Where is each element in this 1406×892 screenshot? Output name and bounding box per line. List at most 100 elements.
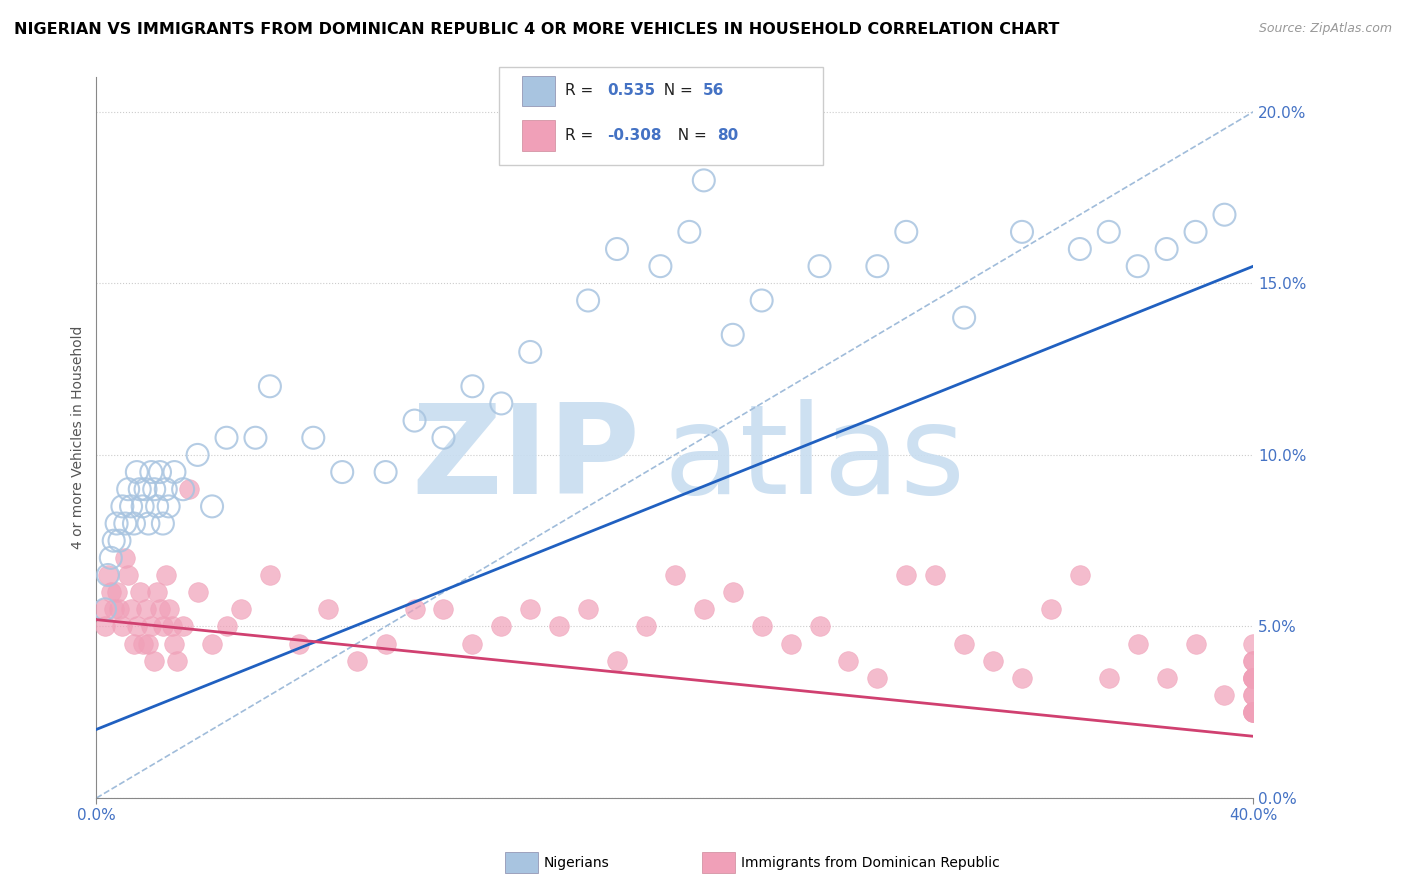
- Point: [866, 671, 889, 685]
- Point: [128, 585, 150, 599]
- Point: [141, 619, 163, 633]
- Point: [837, 654, 859, 668]
- Point: [548, 619, 571, 633]
- Point: [114, 516, 136, 531]
- Point: [149, 465, 172, 479]
- Point: [1213, 208, 1236, 222]
- Text: ZIP: ZIP: [412, 399, 640, 520]
- Point: [259, 568, 281, 582]
- Point: [1184, 225, 1206, 239]
- Point: [953, 310, 976, 325]
- Point: [693, 173, 716, 187]
- Point: [576, 602, 599, 616]
- Point: [215, 619, 238, 633]
- Text: N =: N =: [668, 128, 711, 143]
- Text: 0.535: 0.535: [607, 84, 655, 98]
- Text: Immigrants from Dominican Republic: Immigrants from Dominican Republic: [741, 855, 1000, 870]
- Point: [100, 585, 122, 599]
- Point: [97, 568, 120, 582]
- Point: [866, 259, 889, 273]
- Point: [606, 654, 628, 668]
- Point: [146, 585, 169, 599]
- Point: [432, 602, 454, 616]
- Point: [149, 602, 172, 616]
- Point: [1241, 706, 1264, 720]
- Point: [111, 500, 134, 514]
- Point: [896, 568, 918, 582]
- Point: [779, 637, 801, 651]
- Point: [245, 431, 267, 445]
- Point: [1241, 671, 1264, 685]
- Point: [114, 550, 136, 565]
- Point: [138, 516, 160, 531]
- Point: [229, 602, 252, 616]
- Point: [122, 637, 145, 651]
- Point: [374, 637, 396, 651]
- Y-axis label: 4 or more Vehicles in Household: 4 or more Vehicles in Household: [72, 326, 86, 549]
- Point: [1241, 654, 1264, 668]
- Point: [117, 568, 139, 582]
- Point: [1241, 706, 1264, 720]
- Point: [152, 619, 174, 633]
- Text: atlas: atlas: [664, 399, 966, 520]
- Point: [1156, 242, 1178, 256]
- Point: [330, 465, 353, 479]
- Point: [693, 602, 716, 616]
- Point: [1011, 225, 1033, 239]
- Point: [751, 293, 773, 308]
- Point: [461, 637, 484, 651]
- Point: [177, 482, 200, 496]
- Point: [1241, 671, 1264, 685]
- Point: [1126, 637, 1149, 651]
- Point: [187, 585, 209, 599]
- Text: N =: N =: [654, 84, 697, 98]
- Point: [404, 602, 426, 616]
- Point: [94, 602, 117, 616]
- Point: [302, 431, 325, 445]
- Point: [160, 619, 183, 633]
- Point: [1241, 671, 1264, 685]
- Point: [100, 550, 122, 565]
- Point: [120, 500, 142, 514]
- Point: [138, 637, 160, 651]
- Point: [163, 465, 186, 479]
- Point: [678, 225, 700, 239]
- Point: [166, 654, 188, 668]
- Point: [152, 516, 174, 531]
- Point: [1184, 637, 1206, 651]
- Point: [981, 654, 1004, 668]
- Point: [131, 637, 153, 651]
- Point: [576, 293, 599, 308]
- Point: [1039, 602, 1062, 616]
- Point: [634, 619, 657, 633]
- Point: [316, 602, 339, 616]
- Point: [491, 619, 513, 633]
- Point: [163, 637, 186, 651]
- Point: [103, 533, 125, 548]
- Point: [103, 602, 125, 616]
- Point: [346, 654, 368, 668]
- Point: [135, 482, 157, 496]
- Point: [374, 465, 396, 479]
- Point: [1126, 259, 1149, 273]
- Point: [155, 568, 177, 582]
- Point: [108, 602, 131, 616]
- Point: [91, 602, 114, 616]
- Point: [1098, 671, 1121, 685]
- Point: [461, 379, 484, 393]
- Point: [721, 327, 744, 342]
- Text: -0.308: -0.308: [607, 128, 662, 143]
- Point: [131, 500, 153, 514]
- Point: [808, 259, 831, 273]
- Point: [1241, 688, 1264, 702]
- Point: [187, 448, 209, 462]
- Point: [896, 225, 918, 239]
- Point: [1213, 688, 1236, 702]
- Point: [141, 465, 163, 479]
- Point: [1011, 671, 1033, 685]
- Point: [108, 533, 131, 548]
- Point: [1156, 671, 1178, 685]
- Point: [404, 414, 426, 428]
- Point: [125, 465, 148, 479]
- Point: [201, 500, 224, 514]
